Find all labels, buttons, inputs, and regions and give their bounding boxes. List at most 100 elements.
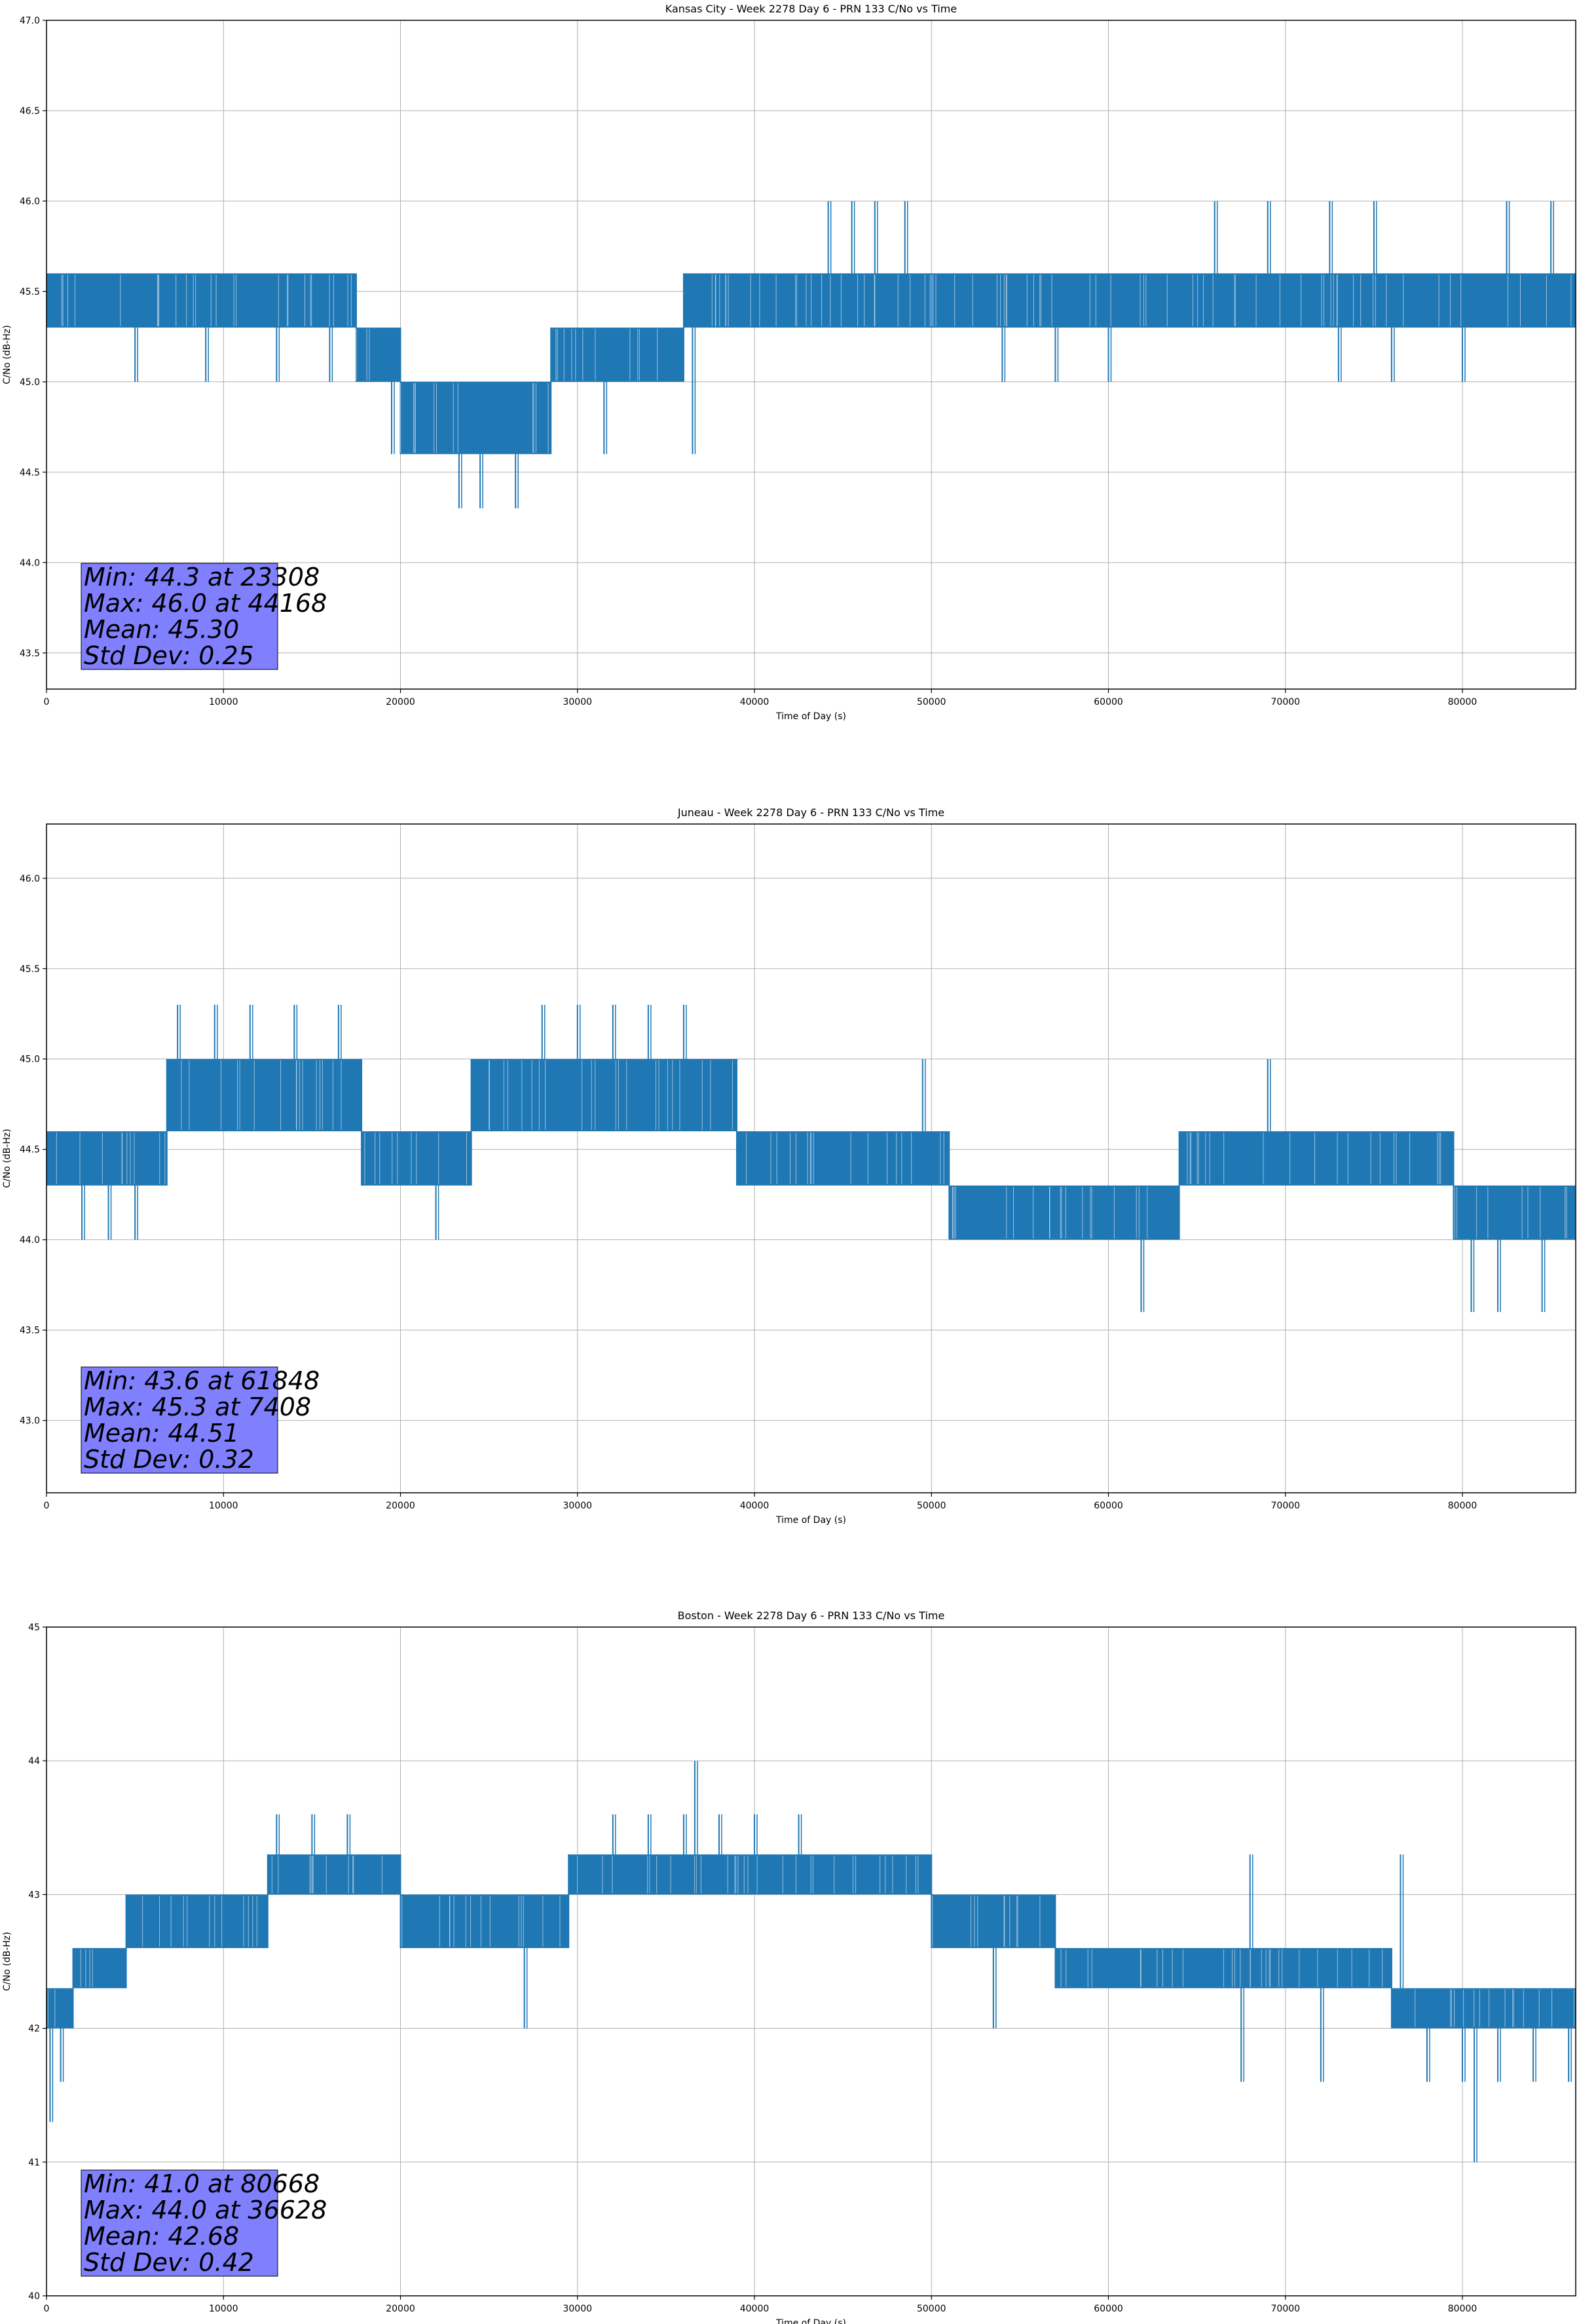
x-tick-label: 40000: [740, 1501, 770, 1511]
chart-title: Juneau - Week 2278 Day 6 - PRN 133 C/No …: [677, 806, 944, 819]
x-tick-label: 30000: [563, 2304, 592, 2314]
y-axis-label: C/No (dB-Hz): [2, 1932, 12, 1991]
stats-box-background: [81, 1366, 278, 1474]
x-tick-label: 20000: [386, 697, 415, 707]
series-band: [46, 1988, 73, 2029]
chart-panel: Boston - Week 2278 Day 6 - PRN 133 C/No …: [2, 1609, 1576, 2324]
series-band: [267, 1854, 401, 1895]
stats-line: Std Dev: 0.42: [84, 2248, 254, 2277]
data-series: [46, 200, 1576, 509]
stats-line: Min: 41.0 at 80668: [84, 2169, 320, 2198]
y-tick-label: 41: [28, 2158, 40, 2168]
stats-line: Std Dev: 0.25: [84, 641, 254, 670]
y-tick-label: 42: [28, 2024, 40, 2034]
data-series: [46, 1004, 1576, 1313]
series-band: [683, 273, 1576, 328]
x-tick-label: 40000: [740, 2304, 770, 2314]
y-tick-label: 44.0: [20, 1235, 40, 1246]
plot-frame: [46, 20, 1576, 690]
series-band: [126, 1894, 268, 1949]
y-axis-label: C/No (dB-Hz): [2, 1129, 12, 1188]
x-tick-label: 60000: [1094, 2304, 1123, 2314]
x-axis-label: Time of Day (s): [775, 711, 846, 722]
y-tick-label: 45.5: [20, 287, 40, 297]
x-tick-label: 20000: [386, 2304, 415, 2314]
series-band: [166, 1059, 362, 1132]
series-band: [816, 1854, 932, 1895]
y-tick-label: 46.5: [20, 106, 40, 117]
y-tick-label: 43.5: [20, 1326, 40, 1336]
x-tick-label: 0: [44, 697, 50, 707]
y-tick-label: 43.0: [20, 1416, 40, 1427]
x-tick-label: 10000: [209, 1501, 238, 1511]
series-band: [356, 328, 401, 382]
series-band: [551, 328, 684, 382]
y-tick-label: 43.5: [20, 648, 40, 659]
x-tick-label: 80000: [1448, 2304, 1477, 2314]
x-tick-label: 80000: [1448, 1501, 1477, 1511]
x-axis-label: Time of Day (s): [775, 2318, 846, 2324]
series-band: [46, 273, 356, 328]
y-tick-label: 45.0: [20, 1055, 40, 1065]
series-band: [736, 1131, 950, 1186]
stats-line: Min: 43.6 at 61848: [84, 1366, 320, 1395]
series-band: [931, 1894, 1056, 1949]
series-band: [400, 1894, 569, 1949]
y-tick-label: 44.5: [20, 468, 40, 478]
x-tick-label: 30000: [563, 1501, 592, 1511]
x-tick-label: 10000: [209, 697, 238, 707]
stats-box-background: [81, 2169, 278, 2277]
stats-line: Std Dev: 0.32: [84, 1445, 254, 1474]
stats-line: Mean: 44.51: [84, 1419, 239, 1448]
x-tick-label: 70000: [1271, 2304, 1301, 2314]
x-tick-label: 80000: [1448, 697, 1477, 707]
y-tick-label: 45.5: [20, 964, 40, 975]
y-tick-label: 44.0: [20, 558, 40, 569]
stats-line: Max: 45.3 at 7408: [84, 1393, 311, 1421]
x-tick-label: 30000: [563, 697, 592, 707]
y-tick-label: 43: [28, 1890, 40, 1900]
x-tick-label: 50000: [917, 1501, 946, 1511]
series-band: [1453, 1185, 1576, 1240]
x-tick-label: 0: [44, 2304, 50, 2314]
chart-title: Kansas City - Week 2278 Day 6 - PRN 133 …: [665, 3, 957, 15]
stats-line: Max: 44.0 at 36628: [84, 2196, 327, 2224]
x-tick-label: 70000: [1271, 697, 1301, 707]
y-tick-label: 40: [28, 2291, 40, 2302]
x-tick-label: 40000: [740, 697, 770, 707]
stats-line: Max: 46.0 at 44168: [84, 589, 327, 618]
x-tick-label: 60000: [1094, 697, 1123, 707]
series-band: [471, 1059, 737, 1132]
y-tick-label: 44: [28, 1756, 40, 1767]
x-tick-label: 70000: [1271, 1501, 1301, 1511]
x-tick-label: 50000: [917, 2304, 946, 2314]
y-tick-label: 47.0: [20, 16, 40, 26]
series-band: [73, 1948, 126, 1989]
plot-frame: [46, 823, 1576, 1493]
series-band: [1391, 1988, 1576, 2029]
x-tick-label: 50000: [917, 697, 946, 707]
stats-box-background: [81, 563, 278, 670]
series-band: [568, 1854, 817, 1895]
y-tick-label: 44.5: [20, 1145, 40, 1155]
series-band: [46, 1131, 167, 1186]
stats-line: Mean: 45.30: [84, 615, 239, 644]
series-band: [949, 1185, 1179, 1240]
chart-panel: Juneau - Week 2278 Day 6 - PRN 133 C/No …: [2, 806, 1576, 1526]
plot-frame: [46, 1626, 1576, 2296]
x-axis-label: Time of Day (s): [775, 1515, 846, 1526]
x-tick-label: 20000: [386, 1501, 415, 1511]
y-axis-label: C/No (dB-Hz): [2, 325, 12, 384]
x-tick-label: 0: [44, 1501, 50, 1511]
x-tick-label: 60000: [1094, 1501, 1123, 1511]
chart-title: Boston - Week 2278 Day 6 - PRN 133 C/No …: [678, 1609, 945, 1622]
chart-panel: Kansas City - Week 2278 Day 6 - PRN 133 …: [2, 3, 1576, 722]
x-tick-label: 10000: [209, 2304, 238, 2314]
data-series: [46, 1761, 1576, 2162]
stats-line: Min: 44.3 at 23308: [84, 563, 320, 591]
series-band: [400, 381, 551, 455]
